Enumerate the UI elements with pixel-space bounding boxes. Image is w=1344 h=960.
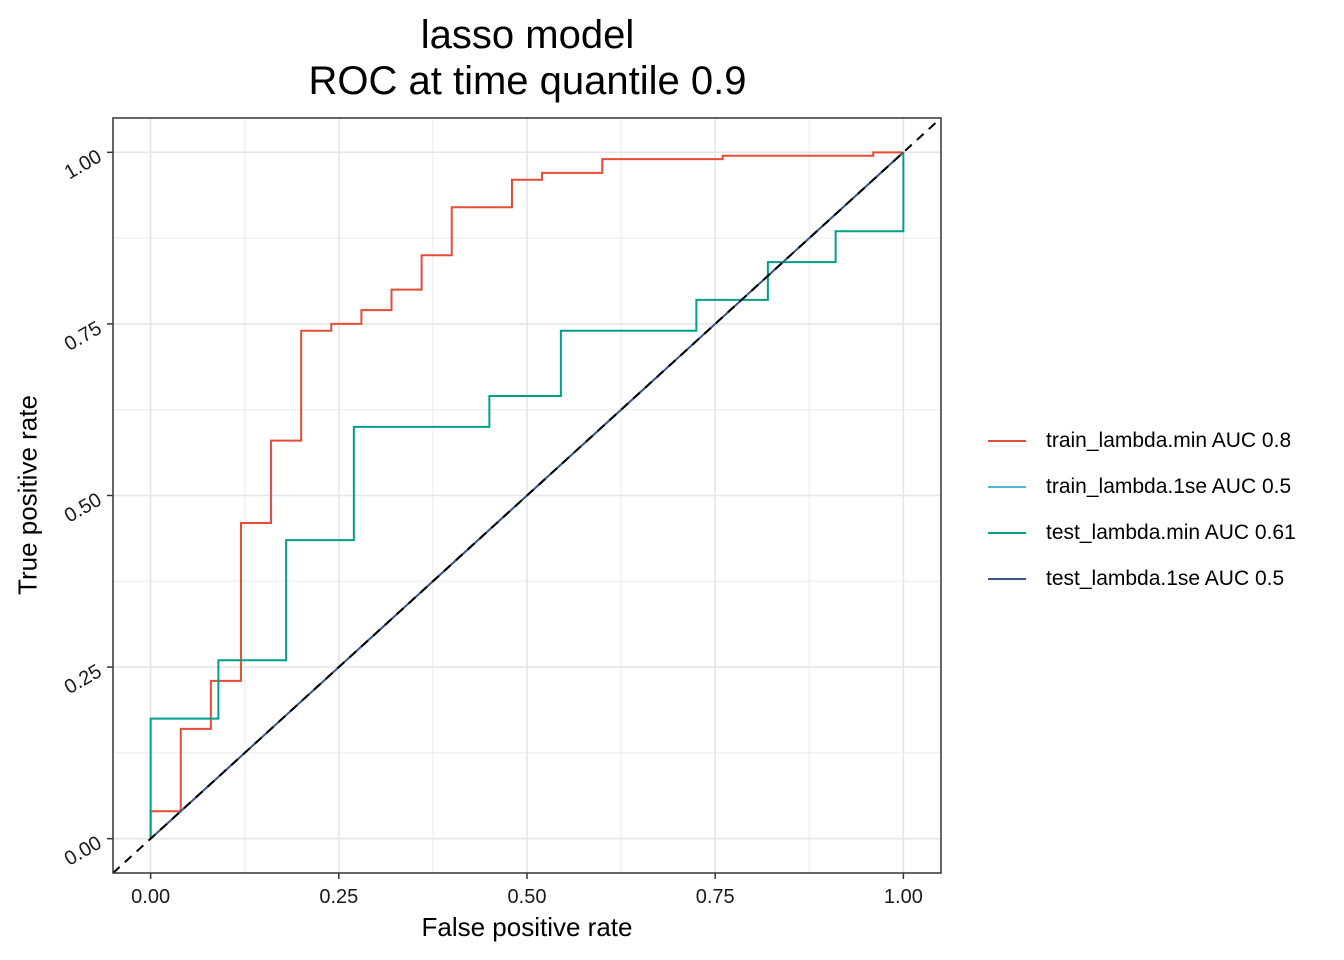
y-axis-title: True positive rate [12,395,43,595]
legend-label: train_lambda.min AUC 0.8 [1046,429,1292,452]
legend-item-test-lambda-min: test_lambda.min AUC 0.61 [988,510,1296,556]
legend-label: train_lambda.1se AUC 0.5 [1046,475,1292,498]
y-tick-label: 1.00 [61,146,106,185]
diagonal-reference-line [112,117,942,874]
legend-item-train-lambda-1se: train_lambda.1se AUC 0.5 [988,464,1296,510]
series-line-0 [149,151,904,839]
x-tick-label: 0.50 [508,886,547,908]
legend-key [988,486,1026,488]
legend-label: test_lambda.min AUC 0.61 [1046,521,1296,544]
legend-key [988,532,1026,534]
x-tick-label: 0.00 [131,886,170,908]
x-tick-label: 0.75 [696,886,735,908]
x-tick-label: 1.00 [884,886,923,908]
chart-title-line-2: ROC at time quantile 0.9 [308,59,747,103]
y-axis: 0.00 0.25 0.50 0.75 1.00 [61,146,113,871]
x-axis: 0.00 0.25 0.50 0.75 1.00 [131,873,923,908]
series-line-2 [149,152,905,839]
legend-item-test-lambda-1se: test_lambda.1se AUC 0.5 [988,556,1296,602]
legend-label: test_lambda.1se AUC 0.5 [1046,567,1285,590]
y-tick-label: 0.25 [61,660,106,699]
legend-key [988,440,1026,442]
x-tick-label: 0.25 [319,886,358,908]
x-axis-title: False positive rate [421,912,633,942]
chart-title-line-1: lasso model [420,13,635,57]
y-tick-label: 0.75 [61,317,106,356]
legend-item-train-lambda-min: train_lambda.min AUC 0.8 [988,418,1296,464]
y-tick-label: 0.50 [61,489,106,528]
y-tick-label: 0.00 [61,832,106,871]
legend: train_lambda.min AUC 0.8 train_lambda.1s… [988,418,1296,602]
legend-key [988,578,1026,580]
